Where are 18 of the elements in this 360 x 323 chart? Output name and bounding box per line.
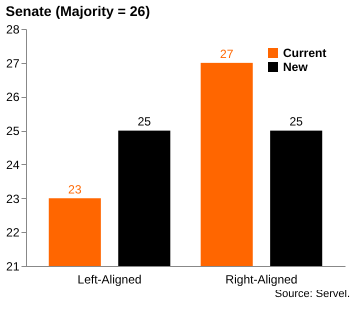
y-tick-label: 23 (6, 192, 20, 206)
y-tick-label: 25 (6, 124, 20, 138)
data-label: 23 (68, 182, 82, 196)
data-label: 27 (220, 46, 234, 61)
data-label: 25 (138, 114, 152, 129)
y-tick-label: 27 (6, 56, 20, 70)
y-tick-label: 24 (6, 158, 20, 172)
x-tick-label: Left-Aligned (78, 272, 142, 286)
y-tick-label: 21 (6, 260, 20, 274)
legend-label: Current (283, 46, 326, 60)
data-label: 25 (289, 114, 304, 129)
y-tick-label: 22 (6, 226, 20, 240)
source-note: Source: Servel. (274, 288, 350, 300)
legend-label: New (283, 60, 308, 74)
y-tick-label: 26 (6, 90, 20, 104)
y-tick-label: 28 (6, 22, 20, 36)
chart-title: Senate (Majority = 26) (6, 3, 150, 19)
x-tick-label: Right-Aligned (225, 272, 298, 286)
